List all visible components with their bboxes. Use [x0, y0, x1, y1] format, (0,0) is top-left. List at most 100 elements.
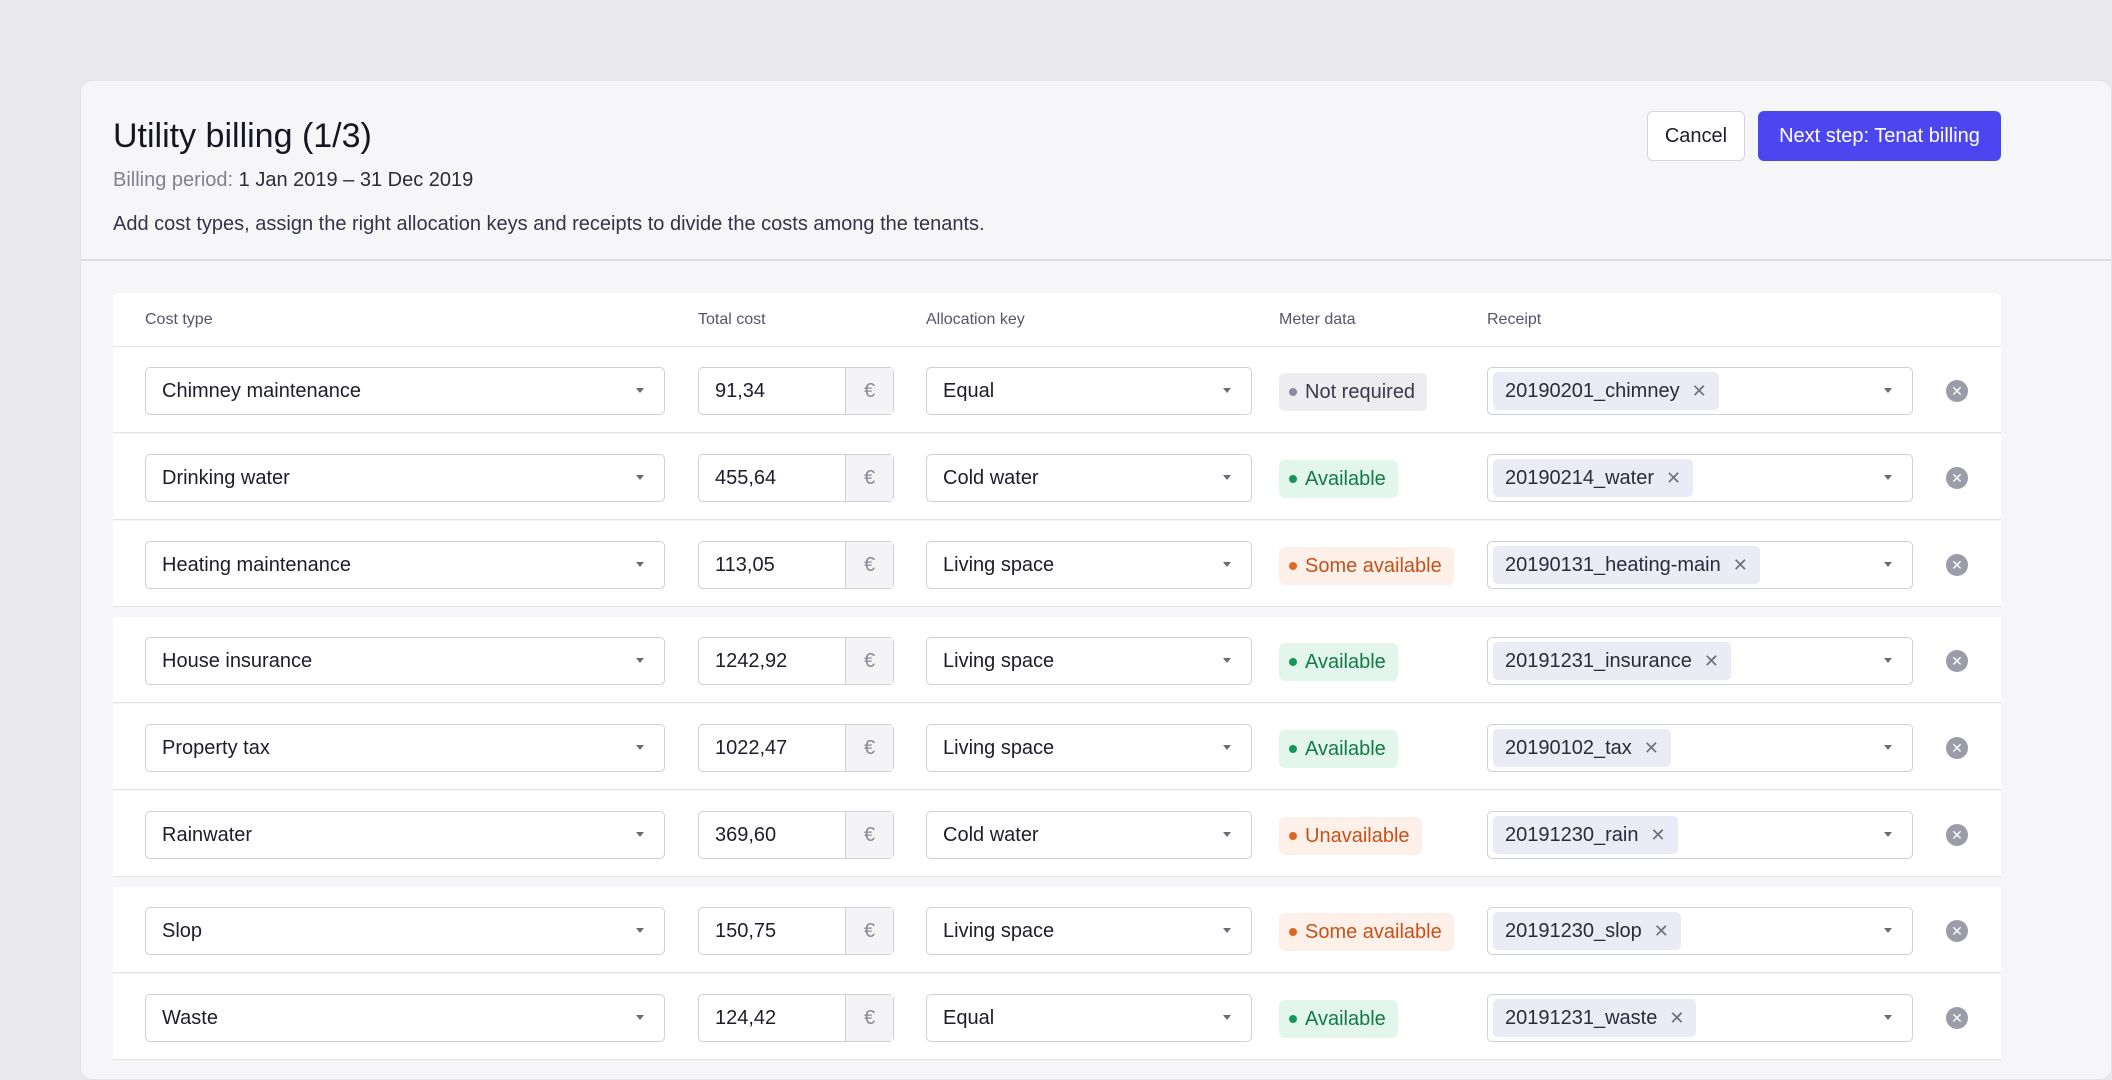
allocation-key-select[interactable]: Living space	[926, 907, 1252, 955]
remove-row-icon[interactable]: ✕	[1946, 650, 1968, 672]
remove-row-icon[interactable]: ✕	[1946, 467, 1968, 489]
allocation-key-value: Equal	[943, 379, 995, 402]
billing-header: Utility billing (1/3) Billing period: 1 …	[81, 81, 2111, 261]
remove-tag-icon[interactable]: ✕	[1732, 554, 1748, 575]
receipt-tag: 20190201_chimney ✕	[1493, 372, 1719, 410]
meter-status-badge: Available	[1279, 460, 1398, 498]
cost-type-select[interactable]: Drinking water	[145, 454, 665, 502]
chevron-down-icon	[636, 745, 644, 750]
cost-type-select[interactable]: Heating maintenance	[145, 541, 665, 589]
receipt-select[interactable]: 20190214_water ✕	[1487, 454, 1913, 502]
status-dot-icon	[1289, 388, 1297, 396]
total-cost-value[interactable]: 1022,47	[715, 736, 788, 759]
allocation-key-value: Living space	[943, 919, 1055, 942]
meter-status-badge: Some available	[1279, 547, 1454, 585]
cost-type-select[interactable]: Slop	[145, 907, 665, 955]
total-cost-value[interactable]: 1242,92	[715, 649, 788, 672]
chevron-down-icon	[1223, 928, 1231, 933]
table-row: Heating maintenance 113,05 € Living spac…	[113, 521, 2001, 607]
cost-type-value: Property tax	[162, 736, 270, 759]
meter-status-label: Not required	[1305, 380, 1416, 403]
allocation-key-select[interactable]: Living space	[926, 724, 1252, 772]
chevron-down-icon	[1884, 928, 1892, 933]
remove-row-icon[interactable]: ✕	[1946, 380, 1968, 402]
receipt-select[interactable]: 20190131_heating-main ✕	[1487, 541, 1913, 589]
remove-row-icon[interactable]: ✕	[1946, 824, 1968, 846]
total-cost-value[interactable]: 455,64	[715, 466, 777, 489]
receipt-tag: 20190214_water ✕	[1493, 459, 1694, 497]
receipt-select[interactable]: 20190102_tax ✕	[1487, 724, 1913, 772]
allocation-key-select[interactable]: Equal	[926, 994, 1252, 1042]
status-dot-icon	[1289, 745, 1297, 753]
total-cost-value[interactable]: 113,05	[715, 553, 775, 576]
status-dot-icon	[1289, 1015, 1297, 1023]
col-total-cost: Total cost	[698, 311, 766, 328]
allocation-key-select[interactable]: Equal	[926, 367, 1252, 415]
cost-table: Cost type Total cost Allocation key Mete…	[113, 293, 2001, 1061]
cost-type-select[interactable]: House insurance	[145, 637, 665, 685]
receipt-tag: 20190102_tax ✕	[1493, 729, 1671, 767]
total-cost-input[interactable]: 124,42 €	[698, 994, 894, 1042]
col-cost-type: Cost type	[145, 311, 213, 328]
total-cost-input[interactable]: 369,60 €	[698, 811, 894, 859]
remove-row-icon[interactable]: ✕	[1946, 1007, 1968, 1029]
total-cost-input[interactable]: 91,34 €	[698, 367, 894, 415]
allocation-key-select[interactable]: Living space	[926, 637, 1252, 685]
total-cost-value[interactable]: 369,60	[715, 823, 777, 846]
meter-status-label: Available	[1305, 1007, 1386, 1030]
remove-tag-icon[interactable]: ✕	[1653, 920, 1669, 941]
cost-type-value: House insurance	[162, 649, 313, 672]
chevron-down-icon	[636, 832, 644, 837]
remove-tag-icon[interactable]: ✕	[1703, 650, 1719, 671]
receipt-select[interactable]: 20191231_insurance ✕	[1487, 637, 1913, 685]
remove-tag-icon[interactable]: ✕	[1643, 737, 1659, 758]
allocation-key-select[interactable]: Cold water	[926, 454, 1252, 502]
total-cost-input[interactable]: 113,05 €	[698, 541, 894, 589]
allocation-key-value: Equal	[943, 1006, 995, 1029]
chevron-down-icon	[1884, 658, 1892, 663]
cancel-button[interactable]: Cancel	[1647, 111, 1745, 161]
meter-status-label: Some available	[1305, 554, 1442, 577]
remove-tag-icon[interactable]: ✕	[1666, 467, 1682, 488]
remove-tag-icon[interactable]: ✕	[1669, 1007, 1685, 1028]
chevron-down-icon	[1884, 388, 1892, 393]
receipt-select[interactable]: 20191231_waste ✕	[1487, 994, 1913, 1042]
next-step-button[interactable]: Next step: Tenat billing	[1758, 111, 2001, 161]
cost-type-value: Waste	[162, 1006, 218, 1029]
receipt-tag: 20190131_heating-main ✕	[1493, 546, 1760, 584]
remove-tag-icon[interactable]: ✕	[1650, 824, 1666, 845]
meter-status-badge: Available	[1279, 643, 1398, 681]
total-cost-value[interactable]: 91,34	[715, 379, 766, 402]
cost-type-select[interactable]: Waste	[145, 994, 665, 1042]
allocation-key-select[interactable]: Living space	[926, 541, 1252, 589]
meter-status-label: Available	[1305, 467, 1386, 490]
receipt-tag-label: 20191231_waste	[1505, 1006, 1658, 1029]
status-dot-icon	[1289, 658, 1297, 666]
cost-type-select[interactable]: Property tax	[145, 724, 665, 772]
total-cost-input[interactable]: 150,75 €	[698, 907, 894, 955]
remove-tag-icon[interactable]: ✕	[1691, 380, 1707, 401]
remove-row-icon[interactable]: ✕	[1946, 920, 1968, 942]
billing-period: Billing period: 1 Jan 2019 – 31 Dec 2019	[113, 169, 473, 192]
cost-type-select[interactable]: Chimney maintenance	[145, 367, 665, 415]
remove-row-icon[interactable]: ✕	[1946, 554, 1968, 576]
chevron-down-icon	[636, 388, 644, 393]
allocation-key-select[interactable]: Cold water	[926, 811, 1252, 859]
chevron-down-icon	[1884, 475, 1892, 480]
total-cost-input[interactable]: 1022,47 €	[698, 724, 894, 772]
cost-type-select[interactable]: Rainwater	[145, 811, 665, 859]
chevron-down-icon	[636, 1015, 644, 1020]
meter-status-badge: Available	[1279, 730, 1398, 768]
allocation-key-value: Living space	[943, 553, 1055, 576]
total-cost-input[interactable]: 455,64 €	[698, 454, 894, 502]
table-row: Drinking water 455,64 € Cold water Avail…	[113, 434, 2001, 520]
receipt-select[interactable]: 20191230_slop ✕	[1487, 907, 1913, 955]
receipt-tag: 20191230_slop ✕	[1493, 912, 1681, 950]
remove-row-icon[interactable]: ✕	[1946, 737, 1968, 759]
total-cost-value[interactable]: 150,75	[715, 919, 777, 942]
receipt-select[interactable]: 20190201_chimney ✕	[1487, 367, 1913, 415]
receipt-select[interactable]: 20191230_rain ✕	[1487, 811, 1913, 859]
cost-type-value: Chimney maintenance	[162, 379, 361, 402]
total-cost-input[interactable]: 1242,92 €	[698, 637, 894, 685]
total-cost-value[interactable]: 124,42	[715, 1006, 777, 1029]
